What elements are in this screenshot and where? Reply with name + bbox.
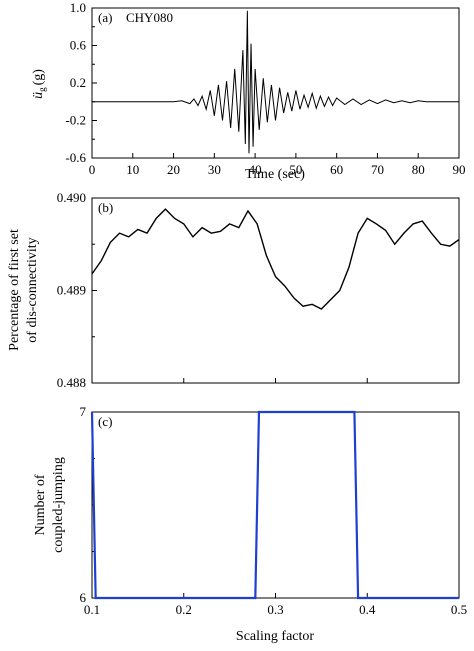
panel-c-x-axis-label: Scaling factor — [236, 629, 314, 644]
y-label-unit: (g) — [31, 69, 46, 86]
x-tick-label: 0 — [89, 162, 96, 177]
x-tick-label: 20 — [167, 162, 180, 177]
y-tick-label: 0.6 — [70, 38, 87, 53]
x-tick-label: 30 — [208, 162, 221, 177]
disconnectivity-series-line — [91, 208, 460, 310]
y-tick-label: 7 — [80, 404, 87, 419]
panel-b-y-axis-label-line1: Percentage of first set — [7, 229, 22, 351]
y-label-main: ü — [31, 92, 46, 99]
x-tick-label: 90 — [453, 162, 466, 177]
y-tick-label: 1.0 — [70, 0, 86, 15]
panel-a-frame — [91, 7, 460, 159]
x-tick-label: 60 — [330, 162, 343, 177]
panel-c-ticks: 7 60.1 0.2 0.3 0.4 0.5 — [80, 404, 468, 617]
coupled-jumping-series-line — [90, 410, 459, 600]
y-tick-label: 0.2 — [70, 75, 86, 90]
panel-b-disconnectivity: 0.490 0.489 0.488 (b) Percentage of first … — [7, 190, 460, 390]
y-tick-label: 0.488 — [57, 375, 86, 390]
y-tick-label: -0.6 — [65, 150, 86, 165]
panel-b-frame — [91, 197, 460, 384]
x-tick-label: 80 — [412, 162, 425, 177]
panel-b-label: (b) — [98, 200, 113, 215]
panel-c-y-axis-label-line2: coupled-jumping — [51, 457, 66, 553]
x-tick-label: 0.2 — [176, 602, 192, 617]
panel-b-ticks: 0.490 0.489 0.488 — [57, 190, 460, 390]
ground-acceleration-series-line — [92, 10, 459, 154]
y-tick-label: 0.490 — [57, 190, 86, 205]
x-tick-label: 0.5 — [451, 602, 467, 617]
x-tick-label: 0.1 — [84, 602, 100, 617]
panel-c-label: (c) — [98, 414, 112, 429]
panel-a-ground-motion: 1.0 0.6 0.2 -0.2 -0.60 10 20 30 40 50 60 70 80 90 (a)… — [31, 0, 466, 182]
x-tick-label: 70 — [371, 162, 384, 177]
panel-a-x-axis-label: Time (sec) — [245, 167, 305, 182]
station-name-annotation: CHY080 — [126, 10, 173, 25]
x-tick-label: 0.3 — [267, 602, 283, 617]
y-label-subscript: g — [37, 87, 47, 92]
panel-c-frame — [91, 411, 460, 599]
y-tick-label: 0.489 — [57, 283, 86, 298]
x-tick-label: 50 — [289, 162, 302, 177]
y-tick-label: -0.2 — [65, 113, 86, 128]
y-tick-label: 6 — [80, 590, 87, 605]
x-tick-label: 10 — [126, 162, 139, 177]
panel-a-ticks: 1.0 0.6 0.2 -0.2 -0.60 10 20 30 40 50 60 70 80 90 — [65, 0, 465, 177]
x-tick-label: 0.4 — [359, 602, 376, 617]
panel-b-y-axis-label-line2: of dis-connectivity — [25, 237, 40, 342]
panel-a-y-axis-label: üg(g) — [31, 69, 47, 99]
panel-c-y-axis-label-line1: Number of — [33, 474, 48, 535]
panel-c-coupled-jumping: 7 60.1 0.2 0.3 0.4 0.5 (c) Scaling factor Num… — [33, 404, 467, 644]
x-tick-label: 40 — [249, 162, 262, 177]
panel-a-label: (a) — [98, 10, 112, 25]
